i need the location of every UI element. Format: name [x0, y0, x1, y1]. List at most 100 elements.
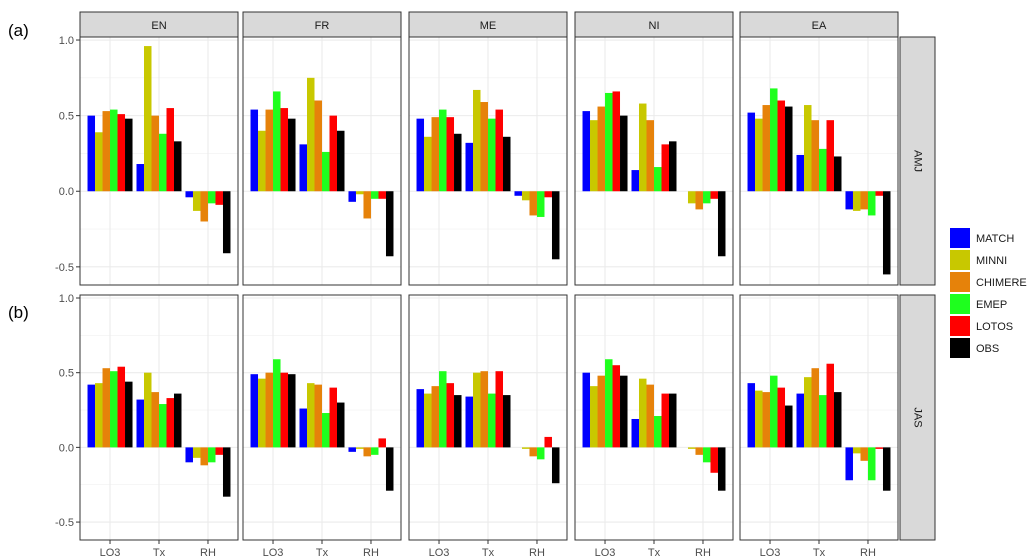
panel-amj-ni: [574, 36, 734, 286]
bar-obs-rh: [882, 191, 891, 275]
bar-obs-tx: [503, 136, 511, 192]
bar-emep-lo3: [439, 109, 447, 192]
bar-minni-rh: [852, 447, 861, 454]
y-tick-label: 0.5: [59, 368, 74, 380]
x-tick-label-rh: RH: [695, 547, 711, 559]
bar-emep-rh: [370, 191, 379, 199]
bar-match-tx: [465, 396, 473, 448]
bar-match-tx: [299, 144, 307, 192]
bar-obs-lo3: [620, 375, 628, 448]
x-tick-label-lo3: LO3: [429, 547, 450, 559]
bar-emep-lo3: [273, 91, 281, 192]
bar-lotos-tx: [166, 108, 174, 192]
x-tick-label-rh: RH: [363, 547, 379, 559]
bar-emep-tx: [819, 395, 827, 448]
panel-border: [79, 36, 239, 286]
legend-label-minni: MINNI: [976, 255, 1007, 267]
bar-minni-rh: [355, 447, 364, 449]
facet-label-jas: JAS: [912, 407, 924, 427]
bar-chimere-tx: [811, 120, 819, 192]
bar-chimere-tx: [151, 392, 159, 448]
bar-emep-tx: [322, 151, 330, 192]
bar-obs-lo3: [288, 374, 296, 448]
x-tick-label-lo3: LO3: [760, 547, 781, 559]
facet-label-ni: NI: [649, 20, 660, 32]
bar-emep-tx: [488, 118, 496, 192]
panel-amj-en: [79, 36, 239, 286]
panel-border: [408, 36, 568, 286]
bar-lotos-lo3: [280, 372, 289, 448]
bar-obs-lo3: [125, 381, 133, 448]
bar-chimere-tx: [811, 368, 819, 448]
bar-match-tx: [299, 408, 307, 448]
bar-chimere-rh: [860, 191, 868, 210]
bar-match-tx: [796, 154, 804, 192]
panel-border: [739, 36, 899, 286]
y-tick-label: -0.5: [55, 517, 74, 529]
bar-match-rh: [845, 447, 853, 481]
bar-lotos-rh: [215, 191, 223, 205]
facet-strip-jas: [899, 294, 936, 541]
bar-minni-tx: [144, 46, 152, 192]
bar-emep-tx: [159, 133, 167, 192]
bar-minni-tx: [144, 372, 152, 448]
panel-amj-fr: [242, 36, 402, 286]
bar-minni-lo3: [590, 120, 598, 192]
bar-emep-lo3: [605, 92, 613, 192]
bar-obs-tx: [174, 141, 182, 192]
bar-lotos-lo3: [117, 114, 126, 192]
bar-lotos-lo3: [280, 108, 289, 192]
panel-tag-a: (a): [8, 21, 29, 40]
bar-obs-tx: [669, 393, 677, 448]
panel-amj-ea: [739, 36, 899, 286]
bar-match-lo3: [250, 109, 259, 192]
bar-chimere-rh: [695, 191, 703, 210]
bar-match-rh: [185, 191, 193, 198]
bar-minni-rh: [521, 191, 530, 201]
bar-obs-rh: [551, 447, 560, 484]
bar-lotos-rh: [875, 447, 883, 449]
bar-minni-tx: [639, 378, 647, 448]
bar-minni-tx: [639, 103, 647, 192]
bar-chimere-lo3: [762, 392, 771, 448]
panel-jas-ea: [739, 294, 899, 541]
bar-lotos-tx: [826, 363, 834, 448]
panel-tag-b: (b): [8, 303, 29, 322]
bar-emep-tx: [488, 393, 496, 448]
bar-minni-tx: [804, 377, 812, 448]
bar-match-rh: [514, 191, 522, 196]
bar-obs-rh: [717, 447, 726, 491]
panel-border: [574, 36, 734, 286]
legend-label-chimere: CHIMERE: [976, 277, 1027, 289]
bar-minni-rh: [192, 191, 201, 211]
bar-emep-lo3: [273, 359, 281, 448]
bar-minni-lo3: [95, 132, 103, 192]
bar-chimere-tx: [480, 371, 488, 448]
legend-label-obs: OBS: [976, 343, 999, 355]
panel-amj-me: [408, 36, 568, 286]
bar-match-tx: [136, 399, 144, 448]
bar-emep-tx: [654, 167, 662, 192]
bar-obs-tx: [834, 156, 842, 192]
bar-minni-lo3: [755, 390, 763, 448]
bar-emep-lo3: [605, 359, 613, 448]
bar-obs-tx: [669, 141, 677, 192]
bar-chimere-rh: [363, 191, 371, 219]
bar-minni-rh: [687, 191, 696, 204]
bar-lotos-lo3: [612, 365, 621, 448]
bar-emep-tx: [654, 416, 662, 448]
bar-match-lo3: [87, 384, 96, 448]
bar-lotos-rh: [544, 191, 552, 198]
bar-lotos-tx: [329, 115, 337, 192]
bar-minni-tx: [473, 372, 481, 448]
facet-label-ea: EA: [812, 20, 827, 32]
bar-lotos-rh: [710, 191, 718, 199]
bar-chimere-rh: [363, 447, 371, 457]
bar-obs-rh: [882, 447, 891, 491]
bar-obs-tx: [503, 395, 511, 448]
bar-lotos-lo3: [446, 117, 455, 192]
legend-label-lotos: LOTOS: [976, 321, 1013, 333]
bar-minni-rh: [687, 447, 696, 449]
bar-obs-lo3: [620, 115, 628, 192]
bar-match-lo3: [747, 383, 756, 448]
